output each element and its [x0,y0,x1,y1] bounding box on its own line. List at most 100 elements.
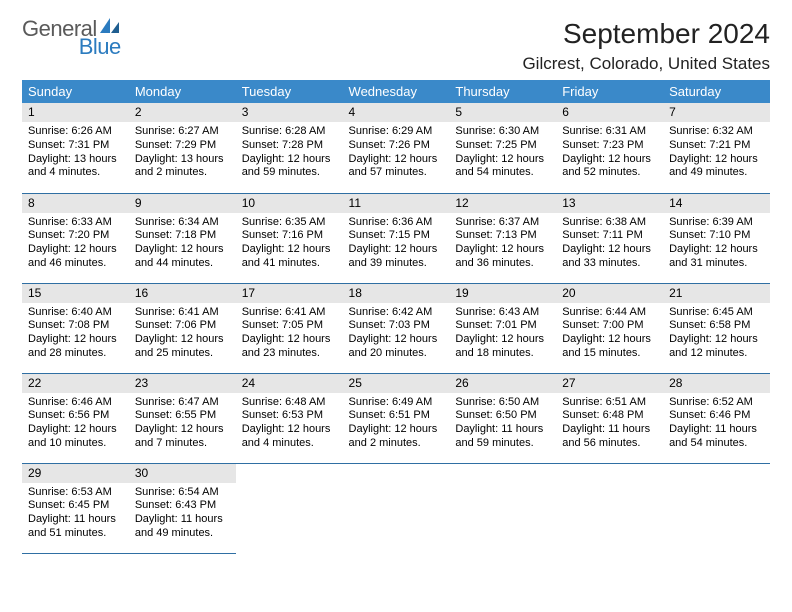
daylight-text: and 51 minutes. [28,527,123,541]
sunrise-text: Sunrise: 6:49 AM [349,396,444,410]
calendar-cell: 5Sunrise: 6:30 AMSunset: 7:25 PMDaylight… [449,103,556,193]
calendar-cell: 27Sunrise: 6:51 AMSunset: 6:48 PMDayligh… [556,373,663,463]
daylight-text: Daylight: 11 hours [28,513,123,527]
sunset-text: Sunset: 7:05 PM [242,319,337,333]
daylight-text: and 39 minutes. [349,257,444,271]
day-body: Sunrise: 6:28 AMSunset: 7:28 PMDaylight:… [236,122,343,186]
page-header: General Blue September 2024 Gilcrest, Co… [22,18,770,74]
sunset-text: Sunset: 7:13 PM [455,229,550,243]
logo-sail-icon [99,16,121,38]
weekday-header: Friday [556,80,663,103]
sunset-text: Sunset: 6:45 PM [28,499,123,513]
calendar-cell: 4Sunrise: 6:29 AMSunset: 7:26 PMDaylight… [343,103,450,193]
sunrise-text: Sunrise: 6:46 AM [28,396,123,410]
calendar-cell: 24Sunrise: 6:48 AMSunset: 6:53 PMDayligh… [236,373,343,463]
calendar-cell [343,463,450,553]
daylight-text: Daylight: 12 hours [562,153,657,167]
daylight-text: Daylight: 12 hours [349,333,444,347]
daylight-text: and 31 minutes. [669,257,764,271]
sunset-text: Sunset: 6:56 PM [28,409,123,423]
day-number: 5 [449,103,556,122]
day-number: 13 [556,194,663,213]
calendar-cell: 22Sunrise: 6:46 AMSunset: 6:56 PMDayligh… [22,373,129,463]
daylight-text: and 2 minutes. [349,437,444,451]
daylight-text: Daylight: 12 hours [242,423,337,437]
day-body: Sunrise: 6:51 AMSunset: 6:48 PMDaylight:… [556,393,663,457]
sunrise-text: Sunrise: 6:51 AM [562,396,657,410]
sunrise-text: Sunrise: 6:47 AM [135,396,230,410]
day-number: 1 [22,103,129,122]
daylight-text: Daylight: 12 hours [455,243,550,257]
day-body: Sunrise: 6:52 AMSunset: 6:46 PMDaylight:… [663,393,770,457]
logo: General Blue [22,18,121,58]
sunrise-text: Sunrise: 6:44 AM [562,306,657,320]
sunset-text: Sunset: 7:18 PM [135,229,230,243]
day-body: Sunrise: 6:38 AMSunset: 7:11 PMDaylight:… [556,213,663,277]
daylight-text: Daylight: 12 hours [349,243,444,257]
daylight-text: and 36 minutes. [455,257,550,271]
daylight-text: and 15 minutes. [562,347,657,361]
sunset-text: Sunset: 6:43 PM [135,499,230,513]
day-number: 14 [663,194,770,213]
weekday-header: Sunday [22,80,129,103]
calendar-table: SundayMondayTuesdayWednesdayThursdayFrid… [22,80,770,554]
calendar-cell: 29Sunrise: 6:53 AMSunset: 6:45 PMDayligh… [22,463,129,553]
sunrise-text: Sunrise: 6:31 AM [562,125,657,139]
calendar-cell: 28Sunrise: 6:52 AMSunset: 6:46 PMDayligh… [663,373,770,463]
daylight-text: and 4 minutes. [28,166,123,180]
sunrise-text: Sunrise: 6:52 AM [669,396,764,410]
day-number: 11 [343,194,450,213]
calendar-cell: 7Sunrise: 6:32 AMSunset: 7:21 PMDaylight… [663,103,770,193]
day-body: Sunrise: 6:40 AMSunset: 7:08 PMDaylight:… [22,303,129,367]
sunset-text: Sunset: 7:01 PM [455,319,550,333]
sunset-text: Sunset: 7:28 PM [242,139,337,153]
day-number: 6 [556,103,663,122]
daylight-text: and 59 minutes. [455,437,550,451]
calendar-cell: 12Sunrise: 6:37 AMSunset: 7:13 PMDayligh… [449,193,556,283]
sunset-text: Sunset: 7:15 PM [349,229,444,243]
sunrise-text: Sunrise: 6:43 AM [455,306,550,320]
day-number: 7 [663,103,770,122]
daylight-text: Daylight: 12 hours [28,423,123,437]
day-body: Sunrise: 6:43 AMSunset: 7:01 PMDaylight:… [449,303,556,367]
sunrise-text: Sunrise: 6:34 AM [135,216,230,230]
daylight-text: Daylight: 12 hours [135,423,230,437]
day-number: 25 [343,374,450,393]
sunrise-text: Sunrise: 6:35 AM [242,216,337,230]
daylight-text: Daylight: 13 hours [135,153,230,167]
sunset-text: Sunset: 6:51 PM [349,409,444,423]
daylight-text: and 10 minutes. [28,437,123,451]
daylight-text: and 25 minutes. [135,347,230,361]
day-number: 18 [343,284,450,303]
day-number: 2 [129,103,236,122]
daylight-text: and 56 minutes. [562,437,657,451]
weekday-header: Thursday [449,80,556,103]
daylight-text: Daylight: 12 hours [242,333,337,347]
day-body: Sunrise: 6:47 AMSunset: 6:55 PMDaylight:… [129,393,236,457]
daylight-text: and 49 minutes. [135,527,230,541]
day-body: Sunrise: 6:32 AMSunset: 7:21 PMDaylight:… [663,122,770,186]
day-body: Sunrise: 6:46 AMSunset: 6:56 PMDaylight:… [22,393,129,457]
day-number: 16 [129,284,236,303]
sunrise-text: Sunrise: 6:38 AM [562,216,657,230]
calendar-cell: 23Sunrise: 6:47 AMSunset: 6:55 PMDayligh… [129,373,236,463]
day-number: 15 [22,284,129,303]
sunrise-text: Sunrise: 6:28 AM [242,125,337,139]
daylight-text: Daylight: 12 hours [349,153,444,167]
calendar-cell: 21Sunrise: 6:45 AMSunset: 6:58 PMDayligh… [663,283,770,373]
daylight-text: Daylight: 12 hours [562,333,657,347]
daylight-text: and 28 minutes. [28,347,123,361]
weekday-header: Wednesday [343,80,450,103]
day-number: 10 [236,194,343,213]
day-body: Sunrise: 6:41 AMSunset: 7:06 PMDaylight:… [129,303,236,367]
calendar-cell: 20Sunrise: 6:44 AMSunset: 7:00 PMDayligh… [556,283,663,373]
calendar-cell: 3Sunrise: 6:28 AMSunset: 7:28 PMDaylight… [236,103,343,193]
title-block: September 2024 Gilcrest, Colorado, Unite… [522,18,770,74]
day-number: 22 [22,374,129,393]
sunset-text: Sunset: 7:20 PM [28,229,123,243]
day-body: Sunrise: 6:35 AMSunset: 7:16 PMDaylight:… [236,213,343,277]
logo-word-blue: Blue [22,36,121,58]
sunrise-text: Sunrise: 6:40 AM [28,306,123,320]
daylight-text: Daylight: 12 hours [669,153,764,167]
weekday-header-row: SundayMondayTuesdayWednesdayThursdayFrid… [22,80,770,103]
